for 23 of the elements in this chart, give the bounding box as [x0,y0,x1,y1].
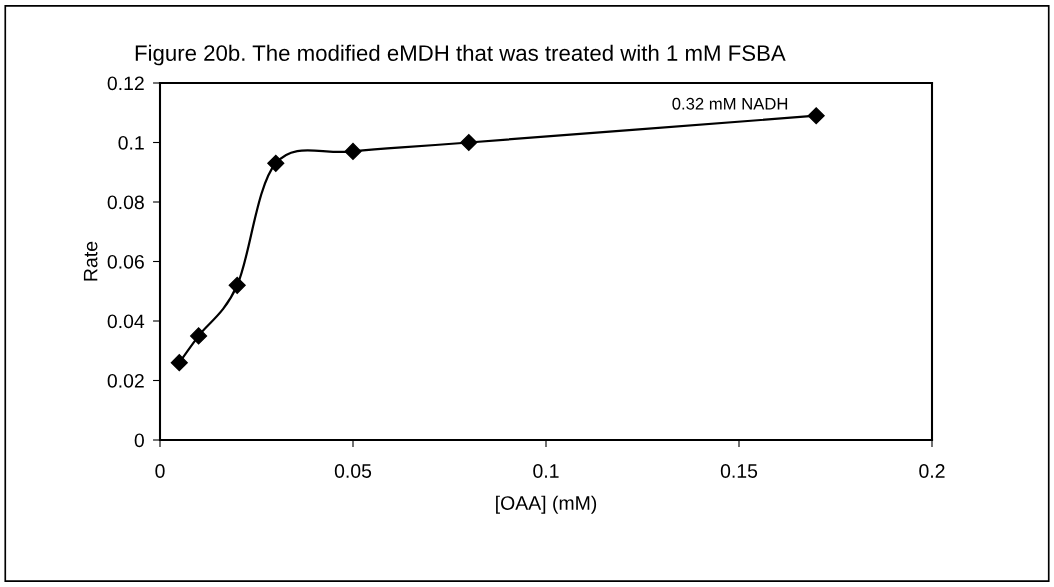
point [344,142,362,160]
x-tick-label: 0.1 [533,464,559,478]
x-tick-label: 0.05 [334,464,372,478]
y-tick-label: 0.12 [107,76,144,91]
point [228,276,246,294]
x-tick-label: 0.15 [720,464,758,478]
series-label: 0.32 mM NADH [672,97,788,110]
y-tick-label: 0.04 [107,314,145,329]
y-tick-label: 0.02 [107,373,144,388]
y-tick-label: 0 [134,433,144,448]
y-tick-label: 0.1 [118,135,144,150]
chart-title: Figure 20b. The modified eMDH that was treated with 1 mM FSBA [135,44,786,66]
point [170,354,188,372]
y-tick-label: 0.06 [107,254,144,269]
y-axis-title: Rate [83,241,98,281]
point [460,133,478,152]
x-axis-title: [OAA] (mM) [496,495,597,514]
y-tick-label: 0.08 [107,195,144,210]
x-tick-label: 0 [155,464,165,478]
point [807,107,825,125]
point [267,154,285,172]
point [190,327,208,345]
x-tick-label: 0.2 [919,464,945,478]
